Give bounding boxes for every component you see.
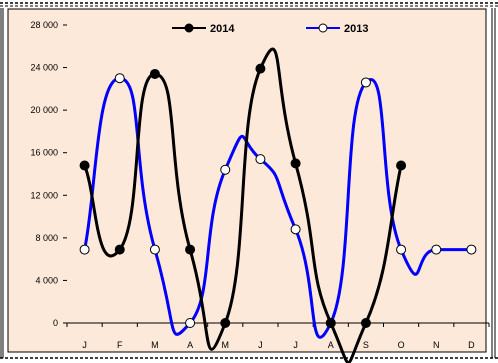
y-tick-label: 12 000 <box>30 190 58 200</box>
data-point-2013 <box>149 244 160 255</box>
data-point-2014 <box>114 244 125 255</box>
data-point-2014 <box>325 318 336 328</box>
y-tick-label: 4 000 <box>35 275 58 285</box>
data-point-2013 <box>431 244 442 255</box>
data-point-2013 <box>185 318 196 328</box>
data-point-2013 <box>79 244 90 255</box>
legend: 2014 2013 <box>172 23 368 35</box>
x-tick-label: J <box>293 340 298 350</box>
data-point-2014 <box>149 68 160 79</box>
data-point-2014 <box>185 244 196 255</box>
x-tick-label: J <box>82 340 87 350</box>
y-axis-ticks: 0 4 000 8 000 12 000 16 000 20 000 24 000 28 00… <box>30 20 67 328</box>
data-point-2014 <box>220 318 231 328</box>
y-tick-label: 28 000 <box>30 20 58 30</box>
data-point-2014 <box>79 160 90 171</box>
x-tick-label: D <box>468 340 475 350</box>
data-point-2013 <box>360 77 371 88</box>
x-tick-label: J <box>258 340 263 350</box>
data-point-2013 <box>466 244 477 255</box>
data-point-2013 <box>255 154 266 165</box>
x-tick-label: A <box>187 340 193 350</box>
data-point-2013 <box>114 73 125 84</box>
y-tick-label: 16 000 <box>30 148 58 158</box>
data-point-2013 <box>396 244 407 255</box>
series-line-2014 <box>83 47 403 363</box>
y-tick-label: 20 000 <box>30 105 58 115</box>
data-point-2013 <box>220 164 231 175</box>
data-point-2014 <box>290 158 301 169</box>
data-point-2014 <box>396 160 407 171</box>
legend-2013-marker <box>318 23 328 33</box>
y-tick-label: 24 000 <box>30 63 58 73</box>
x-tick-label: M <box>222 340 230 350</box>
chart-area <box>7 8 487 353</box>
legend-2014-label: 2014 <box>210 23 235 35</box>
series-group <box>79 47 477 363</box>
legend-2013-label: 2013 <box>344 23 368 35</box>
y-tick-label: 0 <box>53 318 58 328</box>
legend-2014-marker <box>184 23 194 33</box>
data-point-2014 <box>255 63 266 74</box>
x-tick-label: A <box>328 340 334 350</box>
x-tick-label: O <box>398 340 405 350</box>
data-point-2013 <box>290 224 301 235</box>
x-tick-label: S <box>363 340 369 350</box>
data-point-2014 <box>360 318 371 328</box>
y-tick-label: 8 000 <box>35 233 58 243</box>
x-tick-label: F <box>117 340 123 350</box>
x-tick-label: N <box>433 340 440 350</box>
x-tick-label: M <box>151 340 159 350</box>
